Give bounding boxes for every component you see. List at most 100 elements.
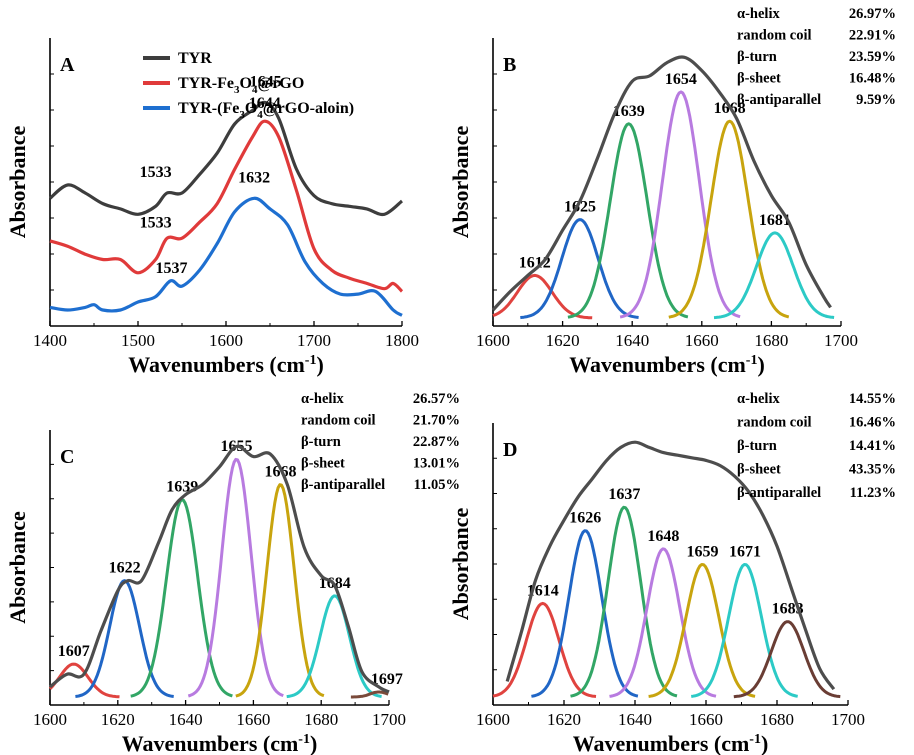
component-peak-1671 (691, 563, 798, 698)
x-axis-title-main: Wavenumbers (cm (128, 352, 305, 377)
component-peak-1668 (668, 119, 790, 319)
panel-a: 1400 1500 1600 1700 1800 Wavenumbers (cm-1) Ab… (5, 38, 419, 377)
peak-label: 1671 (729, 543, 761, 560)
composition-label: β-antiparallel (737, 92, 821, 108)
panel-d: 1600 1620 1640 1660 1680 1700 Wavenumbers (cm-… (448, 391, 896, 755)
peak-label: 1533 (140, 164, 172, 181)
component-peak-1648 (609, 547, 717, 698)
x-tick-label: 1700 (372, 710, 406, 729)
x-tick-label: 1800 (385, 331, 419, 350)
x-tick-label: 1700 (831, 710, 865, 729)
peak-label: 1607 (58, 643, 90, 660)
peak-label: 1625 (564, 199, 596, 216)
legend: TYR TYR-Fe3O4@rGO TYR-(Fe3O4@rGO-aloin) (143, 50, 354, 121)
composition-value: 22.87% (413, 434, 460, 450)
composition-value: 14.41% (849, 438, 896, 454)
composition-value: 21.70% (413, 413, 460, 429)
x-axis-title-main: Wavenumbers (cm (573, 731, 750, 755)
legend-subscript: 3 (239, 109, 245, 121)
peak-label: 1681 (759, 212, 791, 229)
series-line-1 (49, 119, 404, 293)
y-axis-title: Absorbance (448, 126, 473, 239)
composition-label: β-sheet (301, 456, 345, 472)
x-tick-label: 1600 (476, 331, 510, 350)
composition-value: 13.01% (413, 456, 460, 472)
legend-label: TYR-(Fe3O4@rGO-aloin) (178, 100, 354, 121)
composition-value: 11.05% (414, 477, 460, 493)
x-tick-label: 1620 (546, 331, 580, 350)
legend-subscript: 4 (252, 84, 258, 96)
peak-label: 1639 (613, 103, 645, 120)
envelope-curve (491, 55, 832, 312)
composition-value: 22.91% (849, 28, 896, 44)
legend-text: @rGO (257, 75, 304, 92)
x-tick-label: 1600 (209, 331, 243, 350)
composition-value: 11.23% (850, 485, 896, 501)
legend-label: TYR-Fe3O4@rGO (178, 75, 304, 96)
composition-label: β-turn (737, 438, 777, 454)
peak-label: 1639 (166, 479, 198, 496)
peak-label: 1622 (109, 560, 141, 577)
x-axis-title: Wavenumbers (cm-1) (569, 352, 765, 377)
series-line-0 (48, 100, 404, 217)
peak-label: 1533 (140, 215, 172, 232)
peak-label: 1637 (608, 486, 640, 503)
composition-value: 26.57% (413, 391, 460, 407)
x-tick-label: 1640 (615, 331, 649, 350)
composition-table: α-helix 14.55% random coil 16.46% β-turn 14.4… (737, 391, 896, 501)
component-peak-1614 (492, 601, 597, 698)
legend-text: O (245, 100, 257, 117)
x-tick-label: 1660 (689, 710, 723, 729)
x-tick-label: 1620 (101, 710, 135, 729)
panel-letter: B (503, 54, 516, 76)
legend-subscript: 3 (234, 84, 240, 96)
peak-label: 1648 (647, 528, 679, 545)
legend-subscript: 4 (257, 109, 263, 121)
x-axis-title-close: ) (310, 731, 317, 755)
peak-label: 1697 (371, 671, 403, 688)
x-tick-label: 1680 (754, 331, 788, 350)
composition-value: 43.35% (849, 462, 896, 478)
composition-label: random coil (301, 413, 376, 429)
x-tick-label: 1680 (304, 710, 338, 729)
component-peak-1625 (520, 218, 639, 320)
x-tick-label: 1400 (33, 331, 67, 350)
y-axis-title: Absorbance (448, 508, 473, 621)
x-tick-label: 1640 (169, 710, 203, 729)
panel-letter: D (503, 439, 517, 461)
composition-label: α-helix (737, 391, 780, 407)
panel-c: 1600 1620 1640 1660 1680 1700 Wavenumbers (cm-… (5, 391, 460, 755)
composition-table: α-helix 26.97% random coil 22.91% β-turn 23.5… (737, 6, 896, 108)
component-peak-1655 (187, 457, 284, 698)
composition-label: random coil (737, 28, 812, 44)
composition-label: α-helix (301, 391, 344, 407)
envelope-curve (505, 440, 836, 691)
legend-text: TYR (178, 50, 212, 67)
legend-text: O (239, 75, 251, 92)
composition-label: β-turn (301, 434, 341, 450)
x-axis-title-close: ) (761, 731, 768, 755)
composition-value: 14.55% (849, 391, 896, 407)
peak-label: 1654 (665, 71, 697, 88)
panel-letter: C (60, 446, 74, 468)
composition-label: α-helix (737, 6, 780, 22)
peak-label: 1537 (155, 260, 187, 277)
peak-label: 1644 (249, 95, 281, 112)
component-peak-1654 (619, 90, 741, 319)
composition-table: α-helix 26.57% random coil 21.70% β-turn 22.8… (301, 391, 460, 493)
x-tick-label: 1660 (685, 331, 719, 350)
x-tick-label: 1680 (760, 710, 794, 729)
composition-value: 16.46% (849, 415, 896, 431)
x-tick-label: 1700 (297, 331, 331, 350)
composition-label: β-antiparallel (301, 477, 385, 493)
x-axis-title-exponent: -1 (305, 353, 317, 368)
composition-label: β-sheet (737, 71, 781, 87)
component-peak-1637 (570, 505, 678, 698)
component-peak-1668 (235, 483, 325, 698)
panel-letter: A (60, 54, 75, 76)
component-peak-1639 (567, 122, 689, 319)
component-peak-1659 (648, 563, 756, 698)
composition-value: 23.59% (849, 49, 896, 65)
component-peak-1684 (286, 594, 382, 699)
component-peak-1681 (713, 231, 835, 320)
